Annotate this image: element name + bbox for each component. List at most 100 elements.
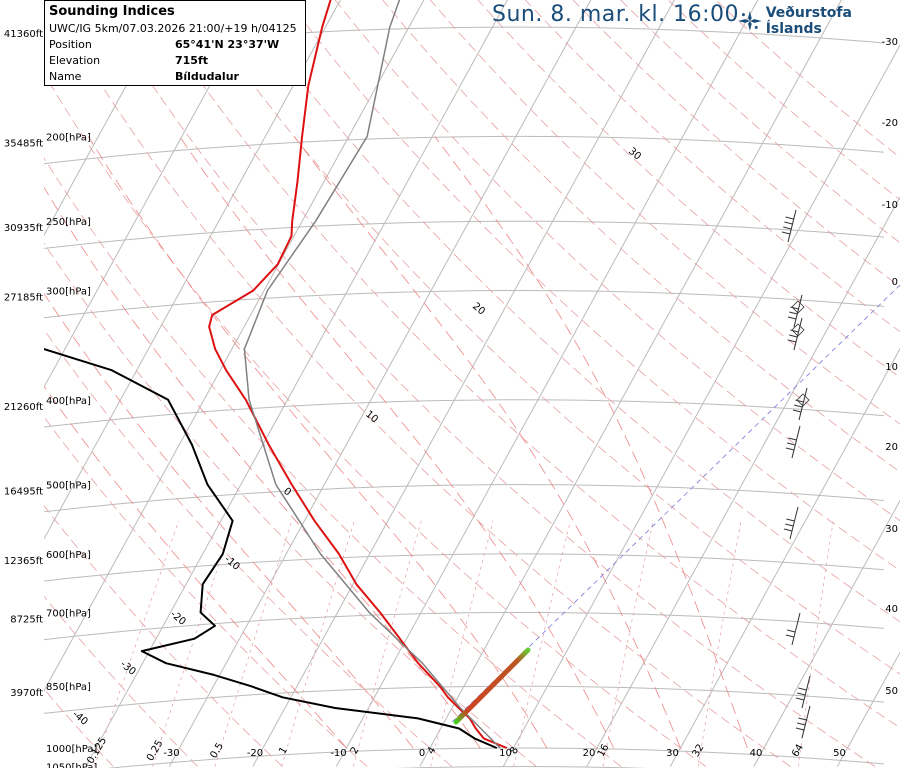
series-dewpoint-line xyxy=(44,348,498,749)
wind-barb xyxy=(785,425,801,459)
mixing-ratio-line xyxy=(430,520,494,767)
pressure-label: 1000[hPa] xyxy=(46,744,97,755)
pressure-label: 300[hPa] xyxy=(46,287,91,298)
dry-adiabat-line xyxy=(667,0,900,201)
altitude-label: 8725ft xyxy=(10,615,43,626)
altitude-label: 12365ft xyxy=(4,556,43,567)
moist-adiabat-line xyxy=(44,385,347,749)
wind-barb xyxy=(787,317,805,351)
wind-barb xyxy=(795,675,811,709)
isotherm-line xyxy=(85,0,508,767)
info-run: UWC/IG 5km/07.03.2026 21:00/+19 h/04125 xyxy=(49,22,297,35)
isotherm-line xyxy=(419,0,842,767)
mixing-ratio-label: 16 xyxy=(596,742,612,759)
isobar-line xyxy=(44,135,885,165)
right-temperature-label: 0 xyxy=(892,277,898,288)
mixing-ratio-line xyxy=(513,520,571,767)
moist-adiabat-line xyxy=(293,136,681,749)
altitude-label: 21260ft xyxy=(4,402,43,413)
altitude-label: 30935ft xyxy=(4,223,43,234)
isotherm-label: 20 xyxy=(470,301,487,318)
mixing-ratio-line xyxy=(602,520,654,767)
vedur-logo-icon xyxy=(738,10,762,32)
temperature-tick-label: 10 xyxy=(499,748,512,759)
info-row-position: Position 65°41'N 23°37'W xyxy=(49,37,301,53)
temperature-tick-label: 30 xyxy=(666,748,679,759)
forecast-datetime: Sun. 8. mar. kl. 16:00 xyxy=(492,2,739,27)
mixing-ratio-line xyxy=(281,520,355,767)
dry-adiabat-line xyxy=(239,0,900,623)
isobar-line xyxy=(44,399,885,428)
dry-adiabat-line xyxy=(44,595,199,767)
altitude-label: 16495ft xyxy=(4,487,43,498)
isotherm-label: -30 xyxy=(118,659,138,678)
isotherm-label: 30 xyxy=(626,146,643,163)
altitude-label: 35485ft xyxy=(4,138,43,149)
pressure-label: 1050[hPa] xyxy=(46,763,97,768)
temperature-tick-label: -10 xyxy=(330,748,346,759)
logo-text: Veðurstofa Íslands xyxy=(765,5,852,37)
dry-adiabat-line xyxy=(44,416,368,767)
isotherm-label: 10 xyxy=(363,409,380,426)
wind-barb xyxy=(785,612,801,646)
isotherm-label: -40 xyxy=(70,709,90,728)
isotherm-line xyxy=(586,195,900,767)
dry-adiabat-line xyxy=(620,0,900,244)
altitude-label: 41360ft xyxy=(4,29,43,40)
pressure-label: 250[hPa] xyxy=(46,217,91,228)
mixing-ratio-line xyxy=(94,520,180,767)
info-row-name: Name Bíldudalur xyxy=(49,69,301,85)
series-parcel-line xyxy=(243,0,501,749)
isotherm-line xyxy=(335,0,759,767)
hodograph-segment xyxy=(453,647,531,725)
mixing-ratio-label: 4 xyxy=(426,745,439,756)
mixing-ratio-label: 32 xyxy=(691,742,707,759)
temperature-tick-label: -20 xyxy=(247,748,263,759)
isotherm-line xyxy=(0,0,268,767)
right-temperature-label: -20 xyxy=(882,118,898,129)
wind-barb xyxy=(795,705,811,739)
isotherm-line xyxy=(753,499,900,767)
wind-barb xyxy=(781,209,797,243)
dry-adiabat-line xyxy=(44,328,453,767)
isotherm-line xyxy=(0,0,101,767)
moist-adiabat-line xyxy=(179,136,615,749)
isotherm-line xyxy=(0,0,184,767)
temperature-tick-label: 50 xyxy=(833,748,846,759)
dry-adiabat-line xyxy=(96,0,876,767)
isobar-line xyxy=(44,484,885,513)
wind-barb xyxy=(792,387,810,421)
isobar-line xyxy=(106,747,885,768)
pressure-label: 600[hPa] xyxy=(46,550,91,561)
moist-adiabat-line xyxy=(434,136,748,749)
dry-adiabat-line xyxy=(334,0,900,522)
right-temperature-label: 10 xyxy=(885,362,898,373)
pressure-label: 200[hPa] xyxy=(46,132,91,143)
isobar-line xyxy=(44,290,885,319)
isotherm-line xyxy=(44,0,425,692)
isotherm-line xyxy=(44,0,341,540)
isotherm-label: 0 xyxy=(281,486,293,499)
temperature-tick-label: -30 xyxy=(163,748,179,759)
moist-adiabat-line xyxy=(87,136,548,749)
right-temperature-label: 40 xyxy=(885,604,898,615)
pressure-label: 400[hPa] xyxy=(46,396,91,407)
mixing-ratio-label: 1 xyxy=(277,745,290,756)
dry-adiabat-line xyxy=(287,0,900,572)
dry-adiabat-line xyxy=(44,505,283,767)
dry-adiabat-line xyxy=(44,242,537,767)
isotherm-line xyxy=(44,0,174,237)
mixing-ratio-label: 2 xyxy=(349,745,362,756)
dry-adiabat-line xyxy=(524,0,900,333)
info-key: Position xyxy=(49,38,92,51)
altitude-label: 27185ft xyxy=(4,293,43,304)
isobar-line xyxy=(44,553,885,582)
dry-adiabat-line xyxy=(49,0,791,767)
temperature-tick-label: 20 xyxy=(583,748,596,759)
info-value: 715ft xyxy=(175,54,209,67)
right-temperature-label: 30 xyxy=(885,524,898,535)
info-row-elevation: Elevation 715ft xyxy=(49,53,301,69)
isotherm-line xyxy=(669,347,900,767)
series-temperature-line xyxy=(208,0,508,749)
